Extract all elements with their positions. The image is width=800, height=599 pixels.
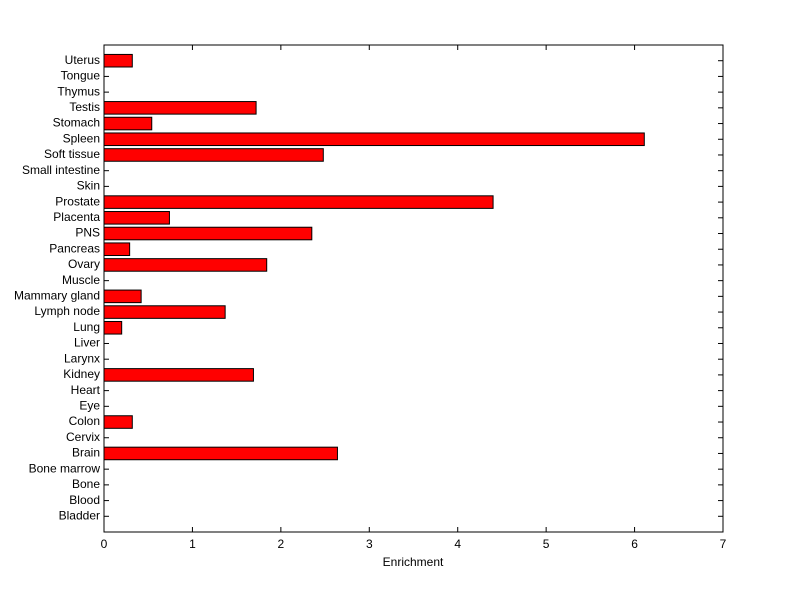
bar <box>103 320 123 335</box>
x-tick-label: 6 <box>631 537 638 551</box>
y-tick-label: PNS <box>75 226 100 240</box>
bar <box>103 211 170 225</box>
y-tick-label: Pancreas <box>49 241 100 255</box>
y-tick-label: Mammary gland <box>14 289 100 303</box>
bar <box>103 101 257 115</box>
x-tick-label: 3 <box>366 537 373 551</box>
y-tick-label: Larynx <box>64 351 100 365</box>
bar <box>103 226 313 241</box>
y-tick-label: Small intestine <box>22 163 100 177</box>
bar <box>103 446 338 461</box>
y-tick-label: Placenta <box>53 210 100 224</box>
x-tick-label: 1 <box>189 537 196 551</box>
bar <box>103 116 153 131</box>
bar <box>103 305 226 319</box>
y-tick-label: Liver <box>74 336 100 350</box>
y-tick-label: Tongue <box>61 69 101 83</box>
bar <box>103 289 142 304</box>
y-tick-label: Thymus <box>57 84 100 98</box>
x-tick-label: 2 <box>278 537 285 551</box>
y-tick-label: Testis <box>69 100 100 114</box>
x-tick-label: 5 <box>543 537 550 551</box>
y-tick-label: Prostate <box>55 194 100 208</box>
bar <box>103 132 645 147</box>
y-tick-label: Ovary <box>68 257 100 271</box>
x-tick-label: 7 <box>720 537 727 551</box>
y-tick-label: Bladder <box>59 508 100 522</box>
y-tick-label: Kidney <box>63 367 100 381</box>
y-tick-label: Soft tissue <box>44 147 100 161</box>
y-tick-label: Lung <box>73 320 100 334</box>
bar <box>103 415 133 429</box>
x-axis-label: Enrichment <box>383 555 444 569</box>
y-tick-label: Brain <box>72 446 100 460</box>
bar <box>103 368 254 382</box>
y-tick-label: Blood <box>69 493 100 507</box>
y-tick-label: Muscle <box>62 273 100 287</box>
bar <box>103 258 268 272</box>
y-tick-label: Colon <box>69 414 100 428</box>
y-tick-label: Bone <box>72 477 100 491</box>
y-tick-label: Cervix <box>66 430 100 444</box>
y-tick-label: Bone marrow <box>29 461 101 475</box>
y-tick-label: Skin <box>77 179 100 193</box>
y-tick-label: Lymph node <box>34 304 100 318</box>
x-tick-label: 4 <box>454 537 461 551</box>
y-tick-label: Eye <box>79 398 100 412</box>
y-tick-label: Spleen <box>63 131 100 145</box>
y-tick-label: Uterus <box>65 53 100 67</box>
y-tick-label: Heart <box>71 383 101 397</box>
x-tick-label: 0 <box>101 537 108 551</box>
bar <box>103 195 494 209</box>
y-tick-label: Stomach <box>53 116 100 130</box>
bar <box>103 242 131 257</box>
bar <box>103 53 133 68</box>
bar <box>103 148 324 162</box>
